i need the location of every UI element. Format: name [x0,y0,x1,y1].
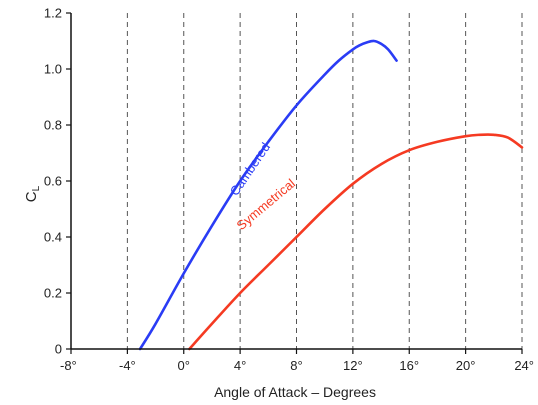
x-tick-label-6: 16° [399,358,419,373]
x-tick-label-4: 8° [290,358,302,373]
x-tick-label-5: 12° [343,358,363,373]
series-lines [138,39,524,351]
axes [66,12,523,354]
y-tick-label-3: 0.6 [44,174,62,189]
series-label-cambered: Cambered [227,140,273,199]
y-tick-label-0: 0 [55,342,62,357]
x-tick-label-8: 24° [514,358,534,373]
x-tick-label-7: 20° [456,358,476,373]
y-axis-title-sub: L [31,185,42,191]
tick-labels: 0 0.2 0.4 0.6 0.8 1.0 1.2 -8° -4° 0° 4° 8° 12° 16° 20°… [44,6,534,374]
y-tick-label-4: 0.8 [44,118,62,133]
x-tick-label-3: 4° [234,358,246,373]
y-tick-label-2: 0.4 [44,230,62,245]
y-tick-label-6: 1.2 [44,6,62,21]
x-tick-label-0: -8° [60,358,77,373]
grid-lines [126,13,523,349]
x-tick-label-2: 0° [178,358,190,373]
series-line-symmetrical [188,133,524,351]
x-tick-label-1: -4° [119,358,136,373]
x-axis-title: Angle of Attack – Degrees [214,384,376,400]
y-tick-label-5: 1.0 [44,62,62,77]
y-axis-title: CL [23,185,42,202]
y-tick-label-1: 0.2 [44,286,62,301]
y-axis-title-main: C [23,191,40,202]
series-line-cambered [138,39,398,351]
